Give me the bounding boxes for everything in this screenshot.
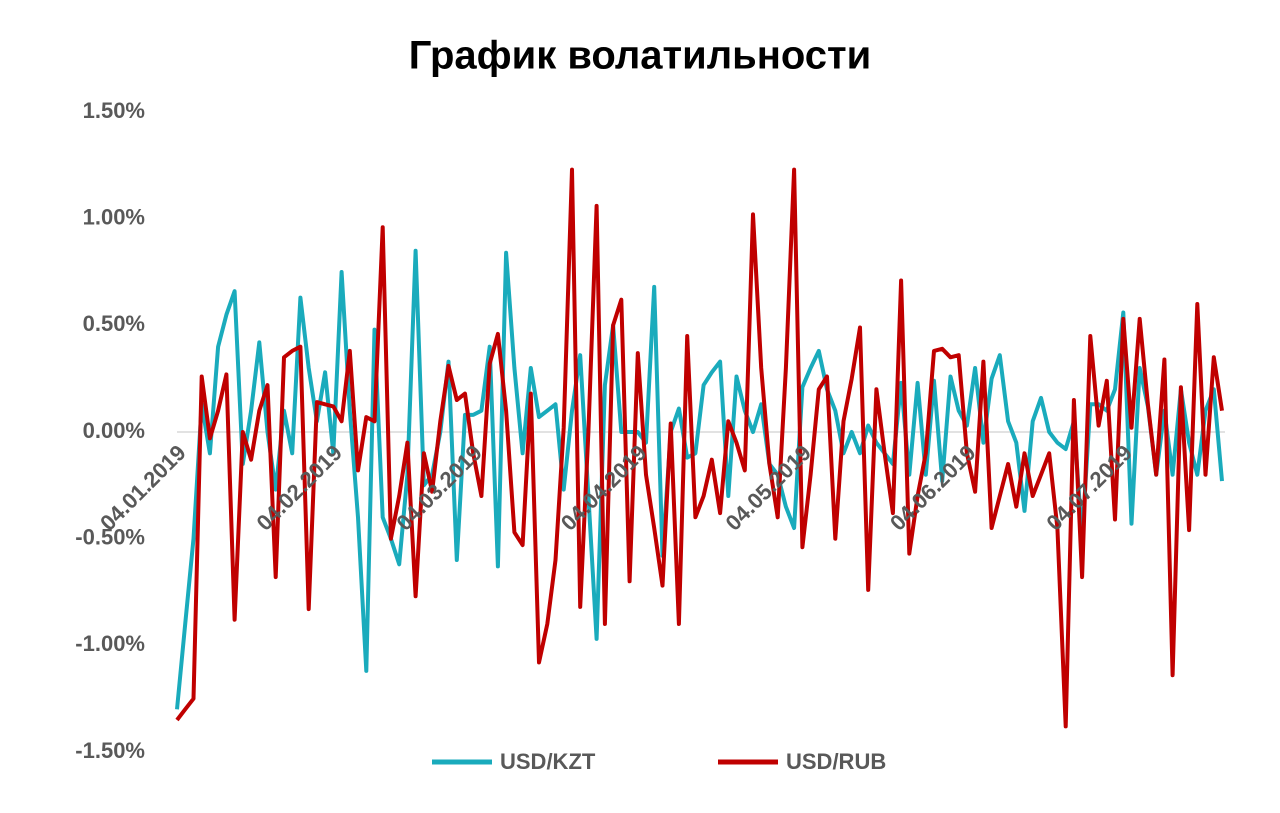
x-tick-label: 04.06.2019	[885, 440, 981, 536]
y-tick-label: 0.00%	[83, 418, 145, 443]
x-tick-label: 04.02.2019	[251, 440, 347, 536]
y-tick-label: 1.50%	[83, 98, 145, 123]
y-tick-label: 1.00%	[83, 204, 145, 229]
y-tick-label: -0.50%	[75, 524, 145, 549]
legend-label: USD/KZT	[500, 749, 596, 774]
y-tick-label: -1.00%	[75, 631, 145, 656]
y-tick-label: -1.50%	[75, 738, 145, 763]
x-tick-label: 04.01.2019	[95, 440, 191, 536]
y-tick-label: 0.50%	[83, 311, 145, 336]
line-series	[175, 167, 1224, 729]
chart-title: График волатильности	[409, 34, 871, 78]
line-series	[175, 248, 1224, 710]
legend-label: USD/RUB	[786, 749, 886, 774]
